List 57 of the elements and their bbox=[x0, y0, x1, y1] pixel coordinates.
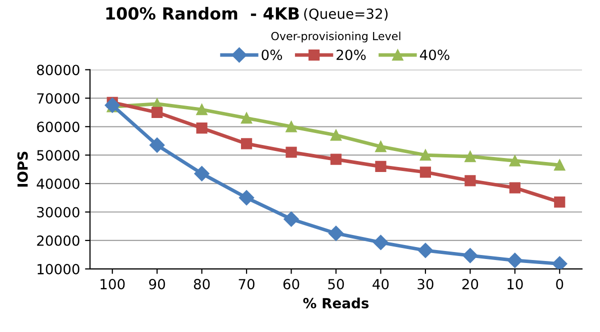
x-tick-label: 70 bbox=[238, 278, 254, 290]
point bbox=[196, 104, 208, 116]
point bbox=[509, 182, 520, 194]
point bbox=[330, 130, 342, 141]
legend-title: Over-provisioning Level bbox=[271, 32, 400, 42]
point bbox=[507, 252, 522, 268]
point bbox=[552, 256, 568, 269]
point bbox=[152, 106, 163, 118]
point bbox=[194, 166, 210, 182]
point bbox=[330, 154, 342, 165]
y-axis-title: IOPS bbox=[17, 152, 28, 187]
x-axis-title: % Reads bbox=[303, 298, 369, 308]
x-tick-label: 60 bbox=[283, 278, 300, 290]
legend-label: 0% bbox=[262, 50, 282, 60]
x-tick-label: 50 bbox=[328, 278, 344, 290]
chart-subtitle: (Queue=32) bbox=[304, 8, 388, 21]
y-tick-label: 30000 bbox=[37, 206, 80, 218]
y-tick-label: 60000 bbox=[37, 122, 80, 132]
point bbox=[464, 150, 476, 162]
point bbox=[286, 121, 297, 132]
x-tick-label: 80 bbox=[194, 278, 210, 290]
point bbox=[418, 242, 434, 258]
point bbox=[240, 112, 252, 124]
chart-title: 100% Random - 4KB bbox=[106, 6, 299, 20]
y-tick-label: 10000 bbox=[38, 264, 80, 274]
point bbox=[373, 234, 388, 250]
x-tick-label: 30 bbox=[418, 278, 434, 290]
y-tick-label: 40000 bbox=[36, 178, 80, 190]
y-tick-label: 70000 bbox=[37, 93, 80, 104]
point bbox=[464, 175, 476, 186]
point bbox=[554, 159, 566, 171]
point bbox=[150, 138, 165, 153]
x-tick-label: 20 bbox=[462, 278, 478, 290]
point bbox=[240, 138, 252, 150]
point bbox=[420, 150, 432, 161]
point bbox=[462, 248, 478, 264]
point bbox=[104, 98, 120, 113]
point bbox=[328, 226, 344, 241]
point bbox=[375, 141, 386, 152]
y-tick-label: 50000 bbox=[37, 150, 80, 161]
x-tick-label: 10 bbox=[508, 278, 523, 290]
legend-label: 20% bbox=[336, 50, 366, 60]
x-tick-label: 40 bbox=[372, 278, 389, 290]
point bbox=[509, 155, 520, 166]
point bbox=[554, 196, 566, 208]
y-tick-label: 20000 bbox=[37, 235, 80, 246]
point bbox=[286, 146, 297, 158]
x-tick-label: 90 bbox=[149, 278, 166, 290]
x-tick-label: 100 bbox=[100, 278, 125, 290]
y-tick-label: 80000 bbox=[37, 64, 80, 76]
legend-label: 40% bbox=[420, 50, 450, 60]
point bbox=[375, 160, 386, 172]
point bbox=[196, 122, 208, 134]
point bbox=[284, 212, 299, 227]
x-tick-label: 0 bbox=[556, 278, 564, 290]
point bbox=[238, 190, 254, 206]
point bbox=[420, 166, 432, 178]
